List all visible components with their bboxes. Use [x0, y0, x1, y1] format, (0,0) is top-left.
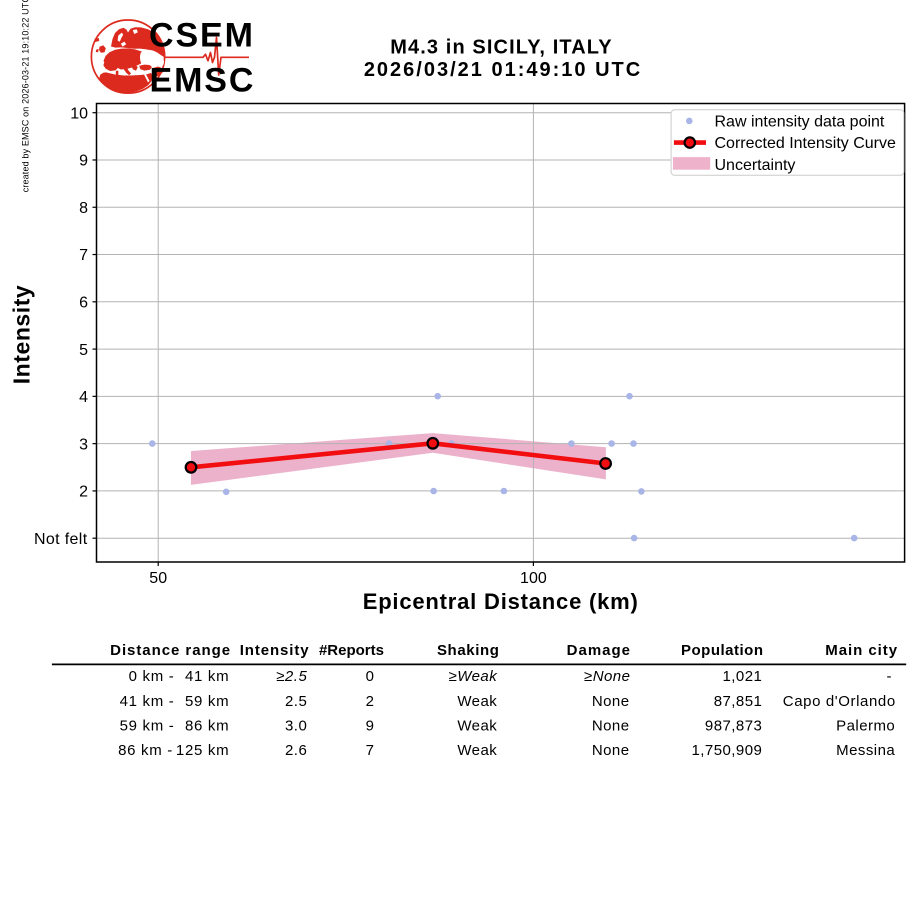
- svg-text:Shaking: Shaking: [437, 642, 500, 659]
- svg-text:86 km: 86 km: [185, 718, 229, 735]
- svg-text:Epicentral Distance (km): Epicentral Distance (km): [363, 589, 639, 614]
- svg-text:59 km -: 59 km -: [120, 718, 175, 735]
- svg-text:Palermo: Palermo: [836, 718, 895, 735]
- svg-text:0: 0: [366, 668, 374, 685]
- svg-text:3.0: 3.0: [285, 718, 307, 735]
- svg-text:CSEM: CSEM: [149, 16, 255, 54]
- svg-text:Messina: Messina: [836, 742, 895, 759]
- svg-text:9: 9: [79, 153, 88, 170]
- svg-text:None: None: [592, 718, 630, 735]
- svg-text:Capo d'Orlando: Capo d'Orlando: [783, 693, 896, 710]
- svg-text:Not felt: Not felt: [34, 531, 88, 548]
- svg-text:10: 10: [70, 105, 88, 122]
- svg-text:Intensity: Intensity: [9, 285, 35, 385]
- svg-text:86 km -: 86 km -: [118, 742, 173, 759]
- svg-text:0 km -: 0 km -: [129, 668, 175, 685]
- svg-text:41 km: 41 km: [185, 668, 229, 685]
- svg-text:Corrected Intensity Curve: Corrected Intensity Curve: [715, 135, 897, 152]
- svg-text:created by EMSC on 2026-03-21: created by EMSC on 2026-03-21 19:10:22 U…: [21, 0, 31, 192]
- svg-text:50: 50: [149, 570, 167, 587]
- svg-text:2.6: 2.6: [285, 742, 307, 759]
- svg-text:Weak: Weak: [457, 718, 497, 735]
- svg-text:#Reports: #Reports: [319, 642, 384, 659]
- svg-text:125 km: 125 km: [176, 742, 229, 759]
- svg-text:2: 2: [79, 484, 88, 501]
- svg-text:Main city: Main city: [825, 642, 898, 659]
- svg-text:5: 5: [79, 342, 88, 359]
- svg-text:1,750,909: 1,750,909: [692, 742, 763, 759]
- svg-text:59 km: 59 km: [185, 693, 229, 710]
- svg-text:Raw intensity data point: Raw intensity data point: [715, 113, 885, 130]
- svg-text:4: 4: [79, 389, 88, 406]
- svg-text:2.5: 2.5: [285, 693, 307, 710]
- svg-text:Distance range: Distance range: [110, 642, 231, 659]
- svg-text:7: 7: [79, 247, 88, 264]
- svg-text:EMSC: EMSC: [150, 62, 256, 100]
- svg-text:Intensity: Intensity: [240, 642, 310, 659]
- svg-text:None: None: [592, 742, 630, 759]
- svg-text:M4.3 in SICILY, ITALY: M4.3 in SICILY, ITALY: [390, 37, 612, 59]
- svg-text:Damage: Damage: [567, 642, 631, 659]
- svg-text:41 km -: 41 km -: [120, 693, 175, 710]
- svg-text:Weak: Weak: [457, 693, 497, 710]
- svg-text:7: 7: [366, 742, 374, 759]
- svg-text:100: 100: [520, 570, 547, 587]
- svg-text:2: 2: [366, 693, 374, 710]
- svg-text:Weak: Weak: [457, 742, 497, 759]
- svg-text:≥Weak: ≥Weak: [449, 668, 499, 685]
- svg-text:-: -: [887, 668, 892, 685]
- svg-text:2026/03/21 01:49:10 UTC: 2026/03/21 01:49:10 UTC: [364, 59, 642, 81]
- svg-text:≥2.5: ≥2.5: [276, 668, 307, 685]
- svg-text:6: 6: [79, 295, 88, 312]
- svg-text:Population: Population: [681, 642, 764, 659]
- svg-text:9: 9: [366, 718, 374, 735]
- svg-text:≥None: ≥None: [584, 668, 630, 685]
- svg-text:1,021: 1,021: [723, 668, 763, 685]
- svg-text:87,851: 87,851: [714, 693, 763, 710]
- svg-text:8: 8: [79, 200, 88, 217]
- svg-text:Uncertainty: Uncertainty: [715, 157, 796, 174]
- svg-text:3: 3: [79, 436, 88, 453]
- svg-text:None: None: [592, 693, 630, 710]
- svg-text:987,873: 987,873: [705, 718, 762, 735]
